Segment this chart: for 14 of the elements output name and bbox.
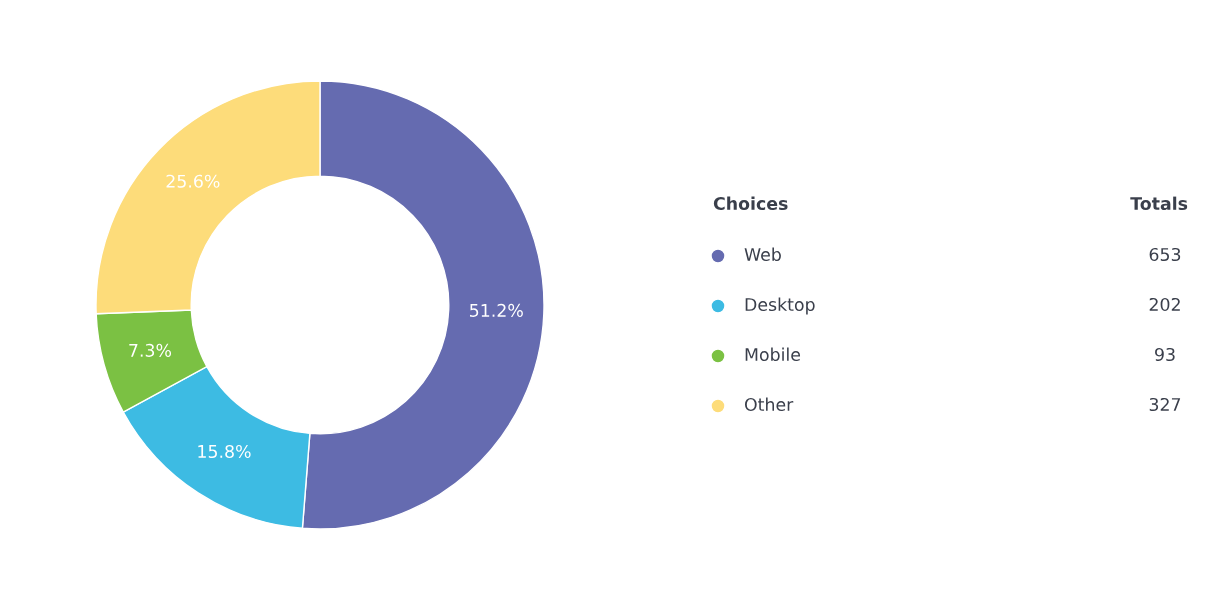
legend-label: Mobile — [745, 347, 801, 362]
legend-label: Web — [744, 247, 781, 262]
data-label: 15.8% — [198, 444, 251, 459]
text: 93 — [1155, 347, 1175, 362]
data-label: 25.6% — [166, 174, 220, 188]
text: 327 — [1149, 397, 1181, 412]
legend-label: Other — [744, 397, 794, 412]
data-label: 51.2% — [470, 303, 523, 317]
text: 653 — [1149, 247, 1181, 262]
text: 202 — [1149, 297, 1180, 312]
data-label: 7.3% — [129, 343, 172, 357]
legend-title: Choices — [713, 196, 788, 211]
legend-label: Desktop — [745, 297, 815, 315]
text: Totals — [1130, 196, 1188, 211]
